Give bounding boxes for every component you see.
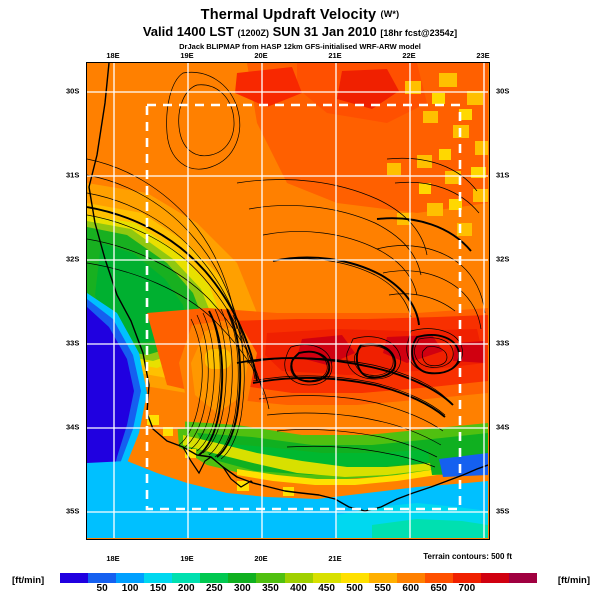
colorbar-swatch-2 <box>116 573 145 583</box>
page-title: Thermal Updraft Velocity (W*) <box>0 6 600 23</box>
colorbar-tick-200: 200 <box>177 583 195 594</box>
colorbar-tick-labels: 50 100 150 200 250 300 350 400 450 500 550 600 650 70… <box>60 583 537 597</box>
colorbar-tick-300: 300 <box>234 583 251 594</box>
forecast-map[interactable] <box>86 62 490 540</box>
lat-label-right-2: 32S <box>496 254 510 264</box>
colorbar-swatch-11 <box>368 573 397 583</box>
page-title-superscript: (W*) <box>380 9 400 19</box>
colorbar-swatch-8 <box>284 573 313 583</box>
colorbar-tick-500: 500 <box>346 583 363 594</box>
lat-label-right-4: 34S <box>496 422 510 432</box>
lon-label-top-1: 19E <box>180 51 194 60</box>
colorbar-tick-400: 400 <box>290 583 307 594</box>
lon-label-bottom-3: 21E <box>328 554 342 563</box>
title-block: Thermal Updraft Velocity (W*) Valid 1400… <box>0 6 600 52</box>
map-raster <box>87 63 488 538</box>
colorbar-swatch-5 <box>200 573 229 583</box>
forecast-tag: [18hr fcst@2354z] <box>380 28 458 38</box>
colorbar-tick-450: 450 <box>318 583 335 594</box>
colorbar-swatch-0 <box>60 573 89 583</box>
colorbar-tick-350: 350 <box>262 583 279 594</box>
colorbar-swatch-7 <box>256 573 285 583</box>
colorbar-swatch-1 <box>88 573 117 583</box>
lon-label-top-4: 22E <box>402 51 416 60</box>
colorbar-swatch-14 <box>452 573 481 583</box>
lon-label-bottom-1: 19E <box>180 554 194 563</box>
lon-label-bottom-2: 20E <box>254 554 268 563</box>
valid-local-time: Valid 1400 LST <box>142 24 234 39</box>
lat-label-right-3: 33S <box>496 338 510 348</box>
colorbar-tick-250: 250 <box>205 583 223 594</box>
colorbar-tick-600: 600 <box>402 583 420 594</box>
colorbar-swatch-13 <box>424 573 453 583</box>
lon-label-top-0: 18E <box>106 51 120 60</box>
colorbar-swatch-9 <box>312 573 341 583</box>
colorbar-swatch-16 <box>509 573 538 583</box>
lon-label-bottom-0: 18E <box>106 554 120 563</box>
lat-label-left-3: 33S <box>66 338 80 348</box>
colorbar-swatch-15 <box>480 573 509 583</box>
colorbar-unit-left: [ft/min] <box>12 575 45 586</box>
model-description: DrJack BLIPMAP from HASP 12km GFS-initia… <box>179 42 421 51</box>
colorbar-tick-650: 650 <box>430 583 448 594</box>
lon-label-top-5: 23E <box>476 51 490 60</box>
colorbar-tick-50: 50 <box>96 583 108 594</box>
colorbar-swatch-10 <box>340 573 369 583</box>
lat-label-right-1: 31S <box>496 170 510 180</box>
lat-label-left-1: 31S <box>66 170 80 180</box>
valid-time-line: Valid 1400 LST (1200Z) SUN 31 Jan 2010 [… <box>0 24 600 41</box>
lat-label-right-0: 30S <box>496 86 510 96</box>
colorbar-tick-700: 700 <box>458 583 476 594</box>
colorbar-tick-150: 150 <box>149 583 167 594</box>
terrain-contour-note: Terrain contours: 500 ft <box>423 552 512 561</box>
colorbar-unit-right: [ft/min] <box>557 575 590 586</box>
colorbar-tick-550: 550 <box>374 583 392 594</box>
colorbar-swatch-3 <box>144 573 173 583</box>
colorbar-swatch-4 <box>172 573 201 583</box>
lat-label-left-5: 35S <box>66 506 80 516</box>
colorbar: [ft/min] [ft/min] 50 100 150 200 250 300 350 40… <box>0 570 600 600</box>
page-title-text: Thermal Updraft Velocity <box>200 7 377 23</box>
lat-label-left-0: 30S <box>66 86 80 96</box>
lat-label-left-2: 32S <box>66 254 80 264</box>
colorbar-swatch-6 <box>228 573 257 583</box>
valid-utc-time: (1200Z) <box>237 28 270 38</box>
colorbar-strip <box>60 573 538 583</box>
lon-label-top-2: 20E <box>254 51 268 60</box>
lon-label-top-3: 21E <box>328 51 342 60</box>
colorbar-tick-100: 100 <box>121 583 139 594</box>
lat-label-left-4: 34S <box>66 422 80 432</box>
valid-date: SUN 31 Jan 2010 <box>272 24 377 39</box>
lat-label-right-5: 35S <box>496 506 510 516</box>
colorbar-swatch-12 <box>396 573 425 583</box>
